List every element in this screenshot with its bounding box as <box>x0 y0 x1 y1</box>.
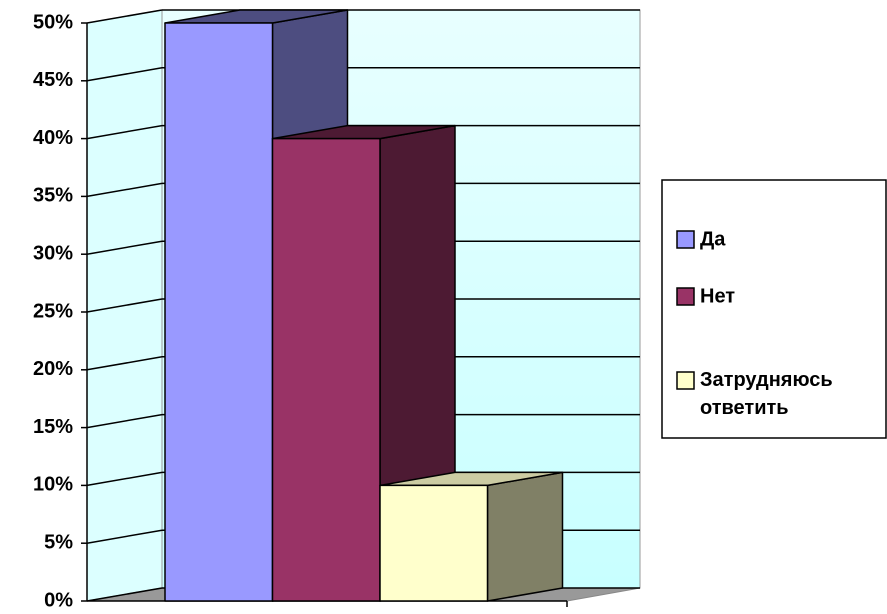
grid-line <box>86 124 163 140</box>
bar <box>379 484 489 602</box>
grid-line <box>86 356 163 371</box>
legend-box <box>661 179 887 439</box>
y-tick-label: 5% <box>44 531 73 553</box>
legend-swatch <box>676 287 695 306</box>
grid-line <box>86 529 163 544</box>
legend-swatch <box>676 371 695 390</box>
bar <box>164 22 274 602</box>
grid-line <box>86 67 163 82</box>
bar <box>271 137 381 602</box>
y-tick-label: 20% <box>33 358 73 380</box>
y-tick-label: 25% <box>33 300 73 322</box>
legend-label: Затрудняюсь ответить <box>700 369 833 419</box>
grid-line <box>86 9 163 24</box>
y-tick-label: 15% <box>33 416 73 438</box>
legend-label: Да <box>700 228 726 250</box>
y-tick-label: 50% <box>33 11 73 33</box>
grid-line <box>86 298 163 313</box>
y-tick-label: 30% <box>33 242 73 264</box>
grid-line <box>86 587 163 602</box>
grid-line <box>86 471 163 487</box>
grid-line <box>86 413 163 429</box>
grid-line <box>86 182 163 198</box>
legend-swatch <box>676 230 695 249</box>
grid-line <box>86 240 163 255</box>
y-tick-label: 40% <box>33 127 73 149</box>
y-tick-label: 10% <box>33 474 73 496</box>
legend-label: Нет <box>700 285 735 307</box>
y-tick-label: 45% <box>33 69 73 91</box>
y-tick-label: 35% <box>33 185 73 207</box>
y-tick-label: 0% <box>44 589 73 611</box>
bar-side <box>486 471 564 602</box>
